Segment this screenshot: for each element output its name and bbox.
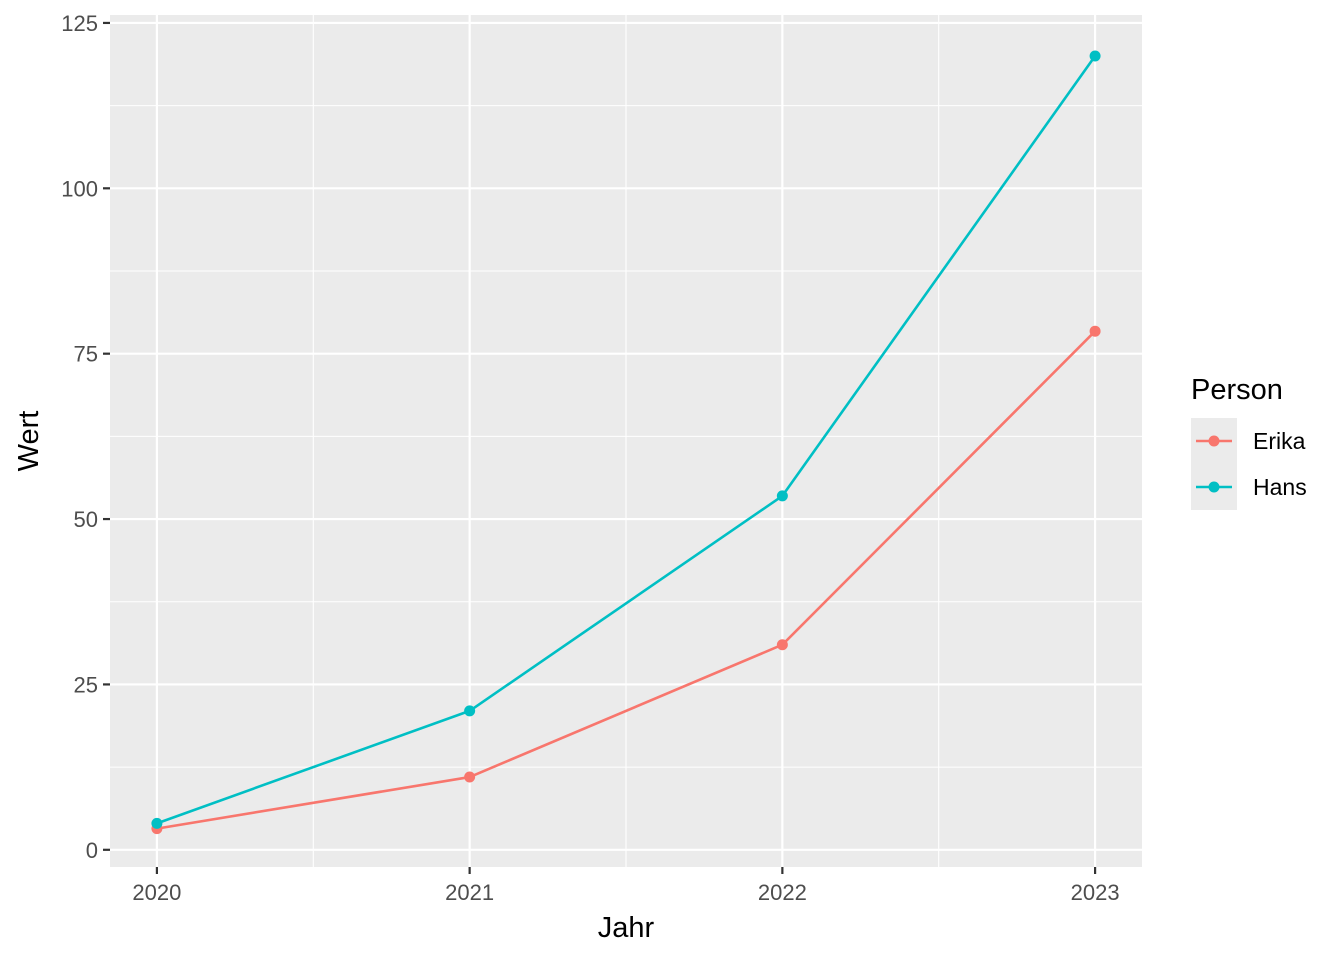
y-tick-label: 125 (61, 11, 98, 36)
y-axis-title: Wert (13, 411, 45, 472)
y-tick-label: 75 (74, 342, 98, 367)
y-axis: 0 25 50 75 100 125 (61, 11, 110, 863)
legend-point-hans (1208, 481, 1220, 493)
data-point-hans (151, 817, 163, 829)
series-line-hans (156, 55, 1097, 825)
series-line-erika (156, 330, 1097, 830)
legend-title: Person (1191, 374, 1283, 406)
x-axis: 2020 2021 2022 2023 (132, 867, 1120, 905)
x-tick-label: 2021 (445, 880, 494, 905)
data-point-hans (464, 705, 476, 717)
grid-minor (110, 15, 1142, 867)
data-point-erika (464, 771, 476, 783)
data-point-hans (1089, 50, 1101, 62)
grid-major (110, 15, 1142, 867)
legend: Person Erika Hans (1191, 374, 1307, 510)
y-tick-label: 0 (86, 838, 98, 863)
data-point-erika (1089, 325, 1101, 337)
legend-label-hans: Hans (1253, 474, 1307, 500)
x-tick-label: 2023 (1071, 880, 1120, 905)
data-point-erika (776, 639, 788, 651)
data-point-hans (776, 490, 788, 502)
x-tick-label: 2020 (132, 880, 181, 905)
x-axis-title: Jahr (598, 912, 655, 944)
y-tick-label: 50 (74, 507, 98, 532)
x-tick-label: 2022 (758, 880, 807, 905)
legend-point-erika (1208, 435, 1220, 447)
legend-items: Erika Hans (1191, 418, 1307, 510)
y-tick-label: 100 (61, 176, 98, 201)
series-layer (151, 50, 1101, 835)
legend-label-erika: Erika (1253, 428, 1306, 454)
y-tick-label: 25 (74, 672, 98, 697)
